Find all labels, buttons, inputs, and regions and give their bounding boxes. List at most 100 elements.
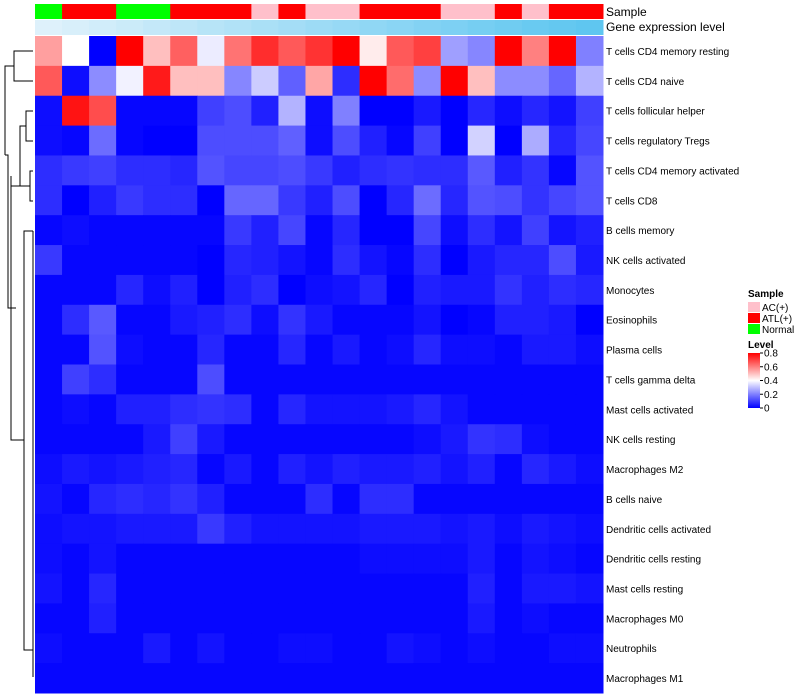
heatmap-cell	[413, 95, 442, 127]
heatmap-cell	[332, 663, 361, 694]
heatmap-cell	[224, 155, 252, 186]
heatmap-cell	[548, 125, 577, 156]
heatmap-cell	[143, 573, 171, 604]
heatmap-cell	[143, 543, 171, 575]
gene-annotation-cell	[89, 20, 117, 35]
heatmap-cell	[386, 543, 415, 575]
sample-annotation-cell	[143, 4, 171, 19]
heatmap-cell	[413, 483, 442, 515]
heatmap-cell	[62, 663, 90, 694]
sample-legend-items: AC(+)ATL(+)Normal	[748, 302, 794, 336]
level-tick-label: 0.4	[764, 376, 778, 387]
dendrogram-branches	[4, 50, 34, 677]
heatmap-cell	[89, 334, 117, 365]
sample-annotation-label: Sample	[606, 5, 647, 19]
row-label: Macrophages M1	[606, 674, 684, 685]
heatmap-cell	[359, 36, 388, 67]
heatmap-cell	[494, 603, 523, 634]
heatmap-cell	[305, 513, 334, 545]
heatmap-cell	[359, 274, 388, 306]
heatmap-cell	[521, 334, 550, 365]
heatmap-cell	[224, 483, 252, 515]
heatmap-cell	[278, 334, 306, 365]
heatmap-cell	[548, 633, 577, 664]
sample-legend-label: AC(+)	[762, 303, 788, 314]
heatmap-cell	[62, 155, 90, 186]
heatmap-cell	[413, 424, 442, 455]
heatmap-cell	[548, 155, 577, 186]
heatmap-cell	[251, 215, 279, 246]
heatmap-cell	[251, 633, 279, 664]
gene-annotation-cell	[278, 20, 306, 35]
sample-annotation-cell	[440, 4, 469, 19]
heatmap-cell	[62, 573, 90, 604]
gene-annotation-cell	[413, 20, 442, 35]
heatmap-cell	[197, 125, 225, 156]
heatmap-cell	[224, 95, 252, 127]
heatmap-cell	[62, 185, 90, 216]
heatmap-cell	[575, 155, 604, 186]
heatmap-cell	[170, 454, 198, 485]
heatmap-cell	[224, 573, 252, 604]
heatmap-cell	[143, 663, 171, 694]
heatmap-cell	[224, 394, 252, 425]
heatmap-cell	[62, 543, 90, 575]
heatmap-cell	[332, 573, 361, 604]
heatmap-cell	[278, 364, 306, 395]
row-label: Eosinophils	[606, 316, 657, 327]
heatmap-cell	[116, 274, 144, 306]
level-tick-label: 0.2	[764, 390, 778, 401]
heatmap-cell	[494, 95, 523, 127]
heatmap-cell	[116, 304, 144, 336]
heatmap-cell	[494, 215, 523, 246]
gene-annotation-cell	[224, 20, 252, 35]
heatmap-cell	[440, 454, 469, 485]
heatmap-cell	[251, 543, 279, 575]
heatmap-cell	[386, 125, 415, 156]
legend: Sample AC(+)ATL(+)Normal Level 0.8 0.6 0.4…	[748, 289, 794, 415]
heatmap-cell	[116, 155, 144, 186]
heatmap-cell	[278, 424, 306, 455]
heatmap-cell	[62, 424, 90, 455]
heatmap-cell	[224, 454, 252, 485]
heatmap-cell	[89, 364, 117, 395]
heatmap-cell	[197, 633, 225, 664]
heatmap-cell	[35, 245, 63, 276]
heatmap-cell	[89, 424, 117, 455]
heatmap-cell	[575, 36, 604, 67]
heatmap-cell	[89, 36, 117, 67]
heatmap-cell	[251, 65, 279, 97]
heatmap-cell	[494, 394, 523, 425]
heatmap-cell	[89, 663, 117, 694]
heatmap-cell	[359, 185, 388, 216]
heatmap-cell	[170, 334, 198, 365]
heatmap-cell	[251, 155, 279, 186]
heatmap-cell	[440, 36, 469, 67]
heatmap-cell	[413, 155, 442, 186]
heatmap-cell	[197, 543, 225, 575]
heatmap-cell	[440, 215, 469, 246]
heatmap-cell	[332, 334, 361, 365]
heatmap-cell	[62, 633, 90, 664]
heatmap-cell	[386, 304, 415, 336]
heatmap-cell	[35, 603, 63, 634]
heatmap-cell	[116, 95, 144, 127]
row-label: Macrophages M2	[606, 465, 684, 476]
heatmap-cell	[278, 95, 306, 127]
heatmap-cell	[224, 125, 252, 156]
heatmap-cell	[386, 573, 415, 604]
heatmap-cell	[548, 424, 577, 455]
heatmap-cell	[143, 394, 171, 425]
gene-annotation-cell	[305, 20, 334, 35]
heatmap-cell	[62, 304, 90, 336]
heatmap-cell	[35, 36, 63, 67]
heatmap-cell	[170, 513, 198, 545]
heatmap-cell	[359, 483, 388, 515]
heatmap-cell	[116, 633, 144, 664]
heatmap-cell	[386, 185, 415, 216]
heatmap-cell	[467, 245, 496, 276]
heatmap-cell	[116, 543, 144, 575]
heatmap-cell	[440, 513, 469, 545]
level-tick-label: 0.6	[764, 362, 778, 373]
heatmap-cell	[359, 394, 388, 425]
